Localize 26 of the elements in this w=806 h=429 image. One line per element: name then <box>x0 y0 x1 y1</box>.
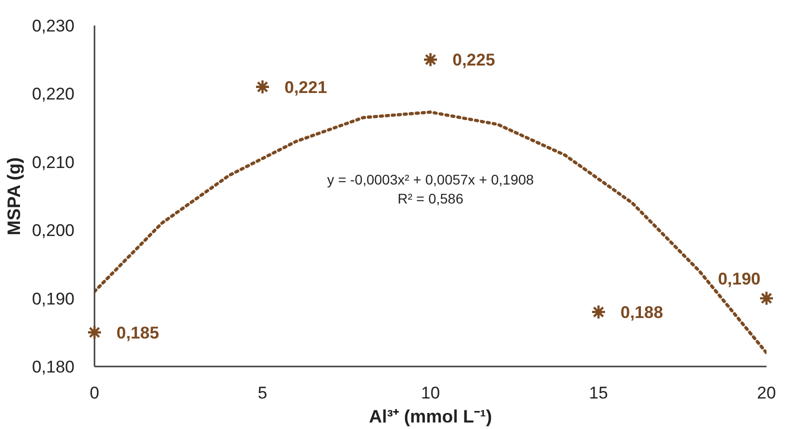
point <box>86 324 102 340</box>
data-label: 0,188 <box>620 302 664 322</box>
data-label: 0,225 <box>452 50 496 70</box>
data-label: 0,221 <box>284 78 328 97</box>
y-tick-label: 0,200 <box>32 221 75 240</box>
data-label: 0,190 <box>718 269 761 288</box>
y-tick-label: 0,220 <box>32 84 75 104</box>
y-tick-label: 0,210 <box>32 152 75 172</box>
y-tick-label: 0,190 <box>32 289 75 308</box>
x-tick-label: 20 <box>757 384 776 402</box>
y-tick-label: 0,180 <box>32 358 75 376</box>
x-axis-title: Al³⁺ (mmol L⁻¹) <box>369 406 492 426</box>
annotation: y = -0,0003x² + 0,0057x + 0,1908 <box>327 172 534 188</box>
point <box>254 79 270 94</box>
line-series <box>94 110 766 354</box>
annotation: R² = 0,586 <box>398 190 464 206</box>
y-tick-label: 0,230 <box>32 16 75 36</box>
x-tick-label: 10 <box>421 384 440 402</box>
x-tick-label: 0 <box>90 384 100 402</box>
point <box>422 52 438 68</box>
y-axis-title: MSPA (g) <box>4 157 24 236</box>
x-tick-label: 15 <box>589 384 608 402</box>
point <box>590 304 606 320</box>
x-tick-label: 5 <box>258 384 268 402</box>
data-label: 0,185 <box>116 323 160 342</box>
point <box>758 290 774 306</box>
